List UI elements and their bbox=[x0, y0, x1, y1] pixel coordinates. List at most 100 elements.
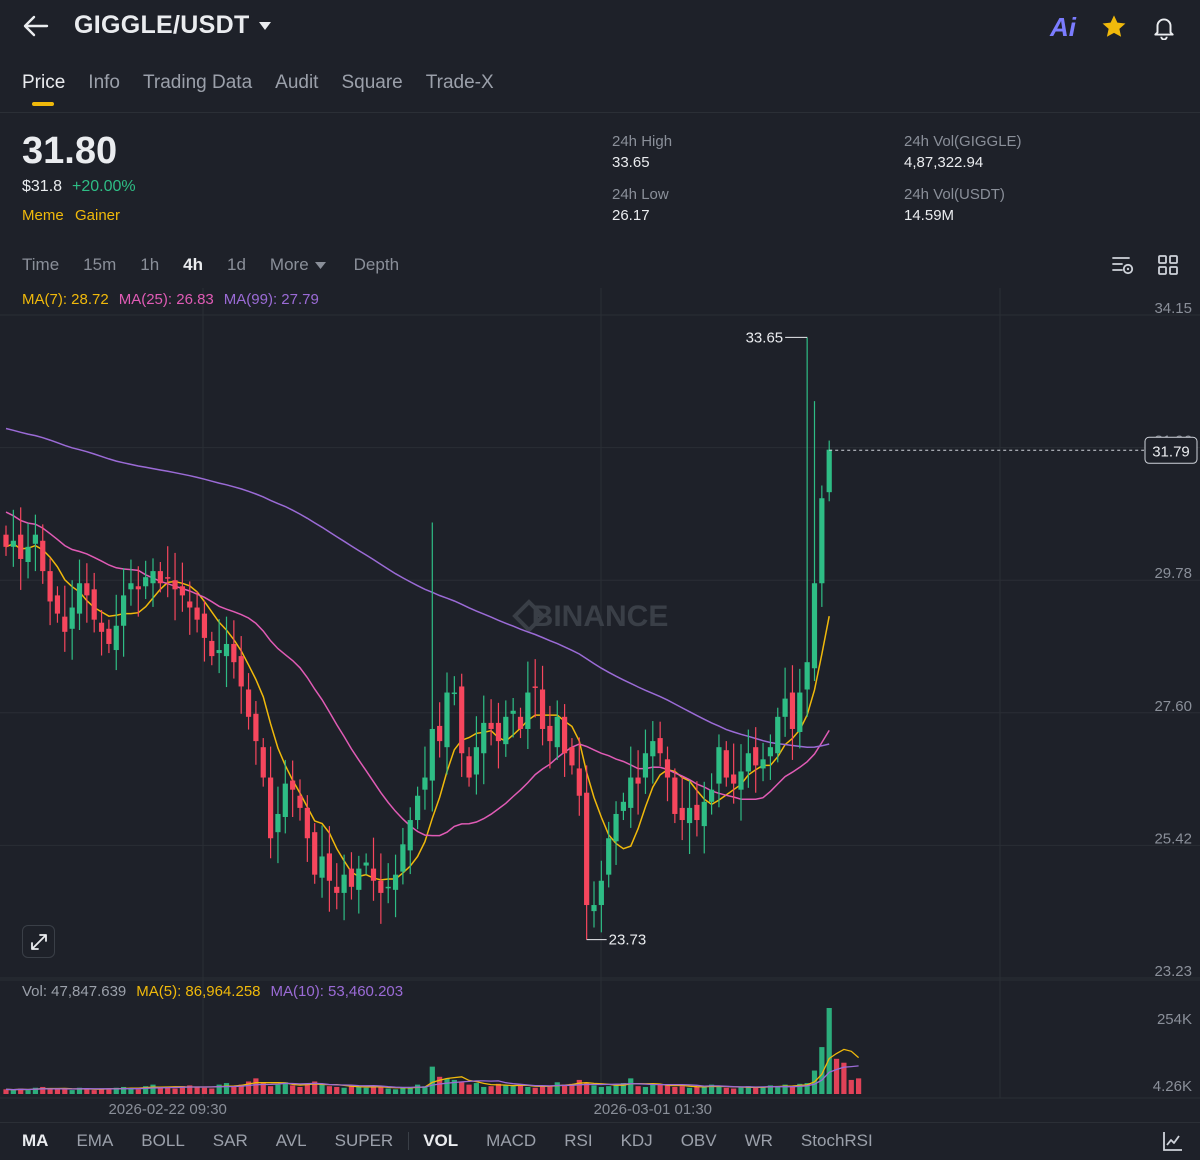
ind-wr[interactable]: WR bbox=[744, 1131, 773, 1150]
candle-body bbox=[238, 656, 244, 687]
volume-bar bbox=[525, 1086, 531, 1094]
tab-price[interactable]: Price bbox=[22, 72, 66, 106]
volume-bar bbox=[121, 1086, 127, 1094]
ind-super[interactable]: SUPER bbox=[334, 1131, 394, 1150]
ind-sar[interactable]: SAR bbox=[212, 1131, 248, 1150]
volume-bar bbox=[767, 1085, 773, 1094]
tf-depth[interactable]: Depth bbox=[353, 255, 400, 274]
candle-body bbox=[179, 586, 185, 596]
chart-settings-icon[interactable] bbox=[1110, 252, 1136, 278]
candle-body bbox=[473, 747, 479, 775]
candle-body bbox=[341, 874, 347, 893]
ind-stochrsi[interactable]: StochRSI bbox=[800, 1131, 873, 1150]
price-tick: 23.23 bbox=[1154, 963, 1192, 980]
candle-body bbox=[62, 616, 68, 632]
candle-body bbox=[459, 686, 465, 754]
ai-assistant-button[interactable]: Ai bbox=[1046, 10, 1080, 44]
tag-gainer[interactable]: Gainer bbox=[75, 207, 121, 224]
volume-bar bbox=[341, 1087, 347, 1094]
ind-kdj[interactable]: KDJ bbox=[620, 1131, 653, 1150]
candle-body bbox=[716, 747, 722, 784]
candle-body bbox=[143, 577, 149, 587]
favorite-star-icon[interactable] bbox=[1097, 10, 1131, 44]
layout-grid-icon[interactable] bbox=[1155, 252, 1181, 278]
candle-body bbox=[400, 844, 406, 872]
legend-item: MA(10): 53,460.203 bbox=[271, 983, 404, 1000]
candle-body bbox=[113, 625, 119, 651]
tf-time[interactable]: Time bbox=[22, 255, 60, 274]
volume-bar bbox=[539, 1086, 546, 1094]
volume-bar bbox=[348, 1085, 355, 1094]
volume-bar bbox=[679, 1086, 685, 1094]
volume-bar bbox=[143, 1086, 149, 1094]
ind-vol[interactable]: VOL bbox=[423, 1131, 459, 1150]
candle-body bbox=[775, 716, 781, 754]
volume-bar bbox=[363, 1087, 369, 1094]
candle-body bbox=[606, 838, 612, 875]
candle-body bbox=[150, 571, 156, 584]
candle-body bbox=[547, 725, 553, 742]
back-arrow-icon[interactable] bbox=[20, 10, 52, 42]
volume-bar bbox=[510, 1086, 516, 1094]
tf-1d[interactable]: 1d bbox=[227, 255, 246, 274]
candle-body bbox=[407, 820, 413, 851]
volume-bar bbox=[135, 1089, 141, 1094]
tab-info[interactable]: Info bbox=[88, 72, 120, 93]
ind-ema[interactable]: EMA bbox=[76, 1131, 114, 1150]
candle-body bbox=[356, 868, 362, 890]
candle-body bbox=[194, 607, 200, 620]
tag-meme[interactable]: Meme bbox=[22, 207, 64, 224]
volume-bar bbox=[591, 1085, 597, 1094]
tf-15m[interactable]: 15m bbox=[83, 255, 117, 274]
tf-1h[interactable]: 1h bbox=[140, 255, 160, 274]
volume-bar bbox=[415, 1084, 421, 1094]
tf-4h[interactable]: 4h bbox=[183, 255, 203, 274]
tf-more[interactable]: More bbox=[270, 255, 326, 275]
volume-bar bbox=[76, 1087, 83, 1094]
ind-boll[interactable]: BOLL bbox=[141, 1131, 185, 1150]
ind-rsi[interactable]: RSI bbox=[564, 1131, 593, 1150]
price-markers: 33.65 23.73 31.79 bbox=[586, 329, 1198, 949]
tab-square[interactable]: Square bbox=[341, 72, 403, 93]
ind-macd[interactable]: MACD bbox=[486, 1131, 537, 1150]
volume-bar bbox=[3, 1089, 9, 1094]
volume-bar bbox=[356, 1086, 362, 1094]
volume-bar bbox=[69, 1090, 75, 1094]
tab-trading-data[interactable]: Trading Data bbox=[143, 72, 253, 93]
volume-bar bbox=[554, 1082, 560, 1094]
candle-body bbox=[216, 650, 222, 654]
candle-body bbox=[804, 662, 810, 690]
indicator-tabs: MA EMA BOLL SAR AVL SUPER VOL MACD RSI K… bbox=[22, 1131, 873, 1151]
watermark: BINANCE bbox=[532, 600, 669, 633]
ind-avl[interactable]: AVL bbox=[275, 1131, 307, 1150]
volume-tick: 254K bbox=[1157, 1011, 1192, 1028]
volume-bar bbox=[282, 1082, 288, 1094]
tab-trade-x[interactable]: Trade-X bbox=[425, 72, 494, 93]
candle-body bbox=[415, 795, 421, 821]
volume-bar bbox=[422, 1086, 428, 1094]
volume-bar bbox=[760, 1086, 766, 1094]
volume-bar bbox=[106, 1088, 112, 1094]
volume-bar bbox=[91, 1090, 97, 1094]
volume-bar bbox=[664, 1085, 671, 1094]
ind-ma[interactable]: MA bbox=[22, 1131, 49, 1150]
volume-bar bbox=[613, 1084, 619, 1094]
candle-body bbox=[598, 880, 604, 906]
legend-item: MA(25): 26.83 bbox=[119, 291, 214, 308]
fullscreen-icon[interactable] bbox=[22, 925, 55, 958]
pair-selector[interactable]: GIGGLE/USDT bbox=[74, 11, 272, 40]
volume-axis: 254K 4.26K bbox=[1153, 1011, 1192, 1095]
volume-bar bbox=[47, 1089, 53, 1094]
tab-audit[interactable]: Audit bbox=[275, 72, 319, 93]
bell-icon[interactable] bbox=[1147, 10, 1181, 44]
candle-body bbox=[290, 780, 296, 790]
vol-base-value: 4,87,322.94 bbox=[904, 154, 984, 171]
candle-body bbox=[334, 886, 340, 893]
candle-body bbox=[635, 777, 641, 784]
ind-obv[interactable]: OBV bbox=[680, 1131, 717, 1150]
volume-bar bbox=[466, 1084, 472, 1094]
binance-logo-icon bbox=[512, 599, 546, 633]
indicator-settings-icon[interactable] bbox=[1160, 1128, 1186, 1154]
candle-body bbox=[157, 571, 163, 584]
